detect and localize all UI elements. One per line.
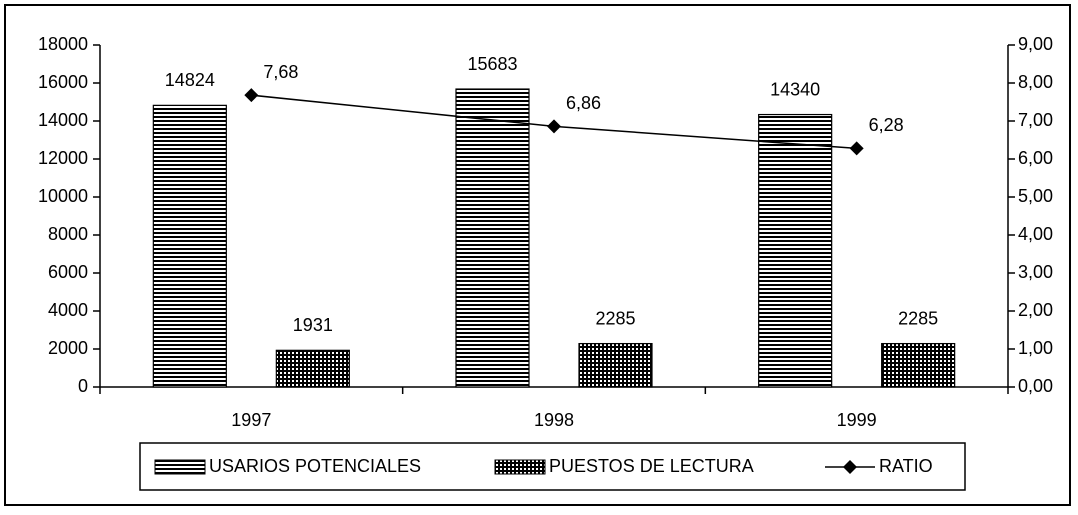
y-tick-label: 4000 (48, 300, 88, 320)
data-label: 14824 (165, 70, 215, 90)
bar (578, 342, 653, 388)
y-tick-label: 2000 (48, 338, 88, 358)
y2-tick-label: 6,00 (1018, 148, 1053, 168)
legend-label: USARIOS POTENCIALES (209, 456, 421, 476)
x-tick-label: 1997 (231, 410, 271, 430)
data-label: 15683 (467, 54, 517, 74)
data-label: 14340 (770, 79, 820, 99)
y2-tick-label: 4,00 (1018, 224, 1053, 244)
y2-tick-label: 0,00 (1018, 376, 1053, 396)
y-tick-label: 18000 (38, 34, 88, 54)
bar (275, 349, 350, 388)
legend-swatch (154, 459, 206, 475)
y-tick-label: 8000 (48, 224, 88, 244)
y2-tick-label: 5,00 (1018, 186, 1053, 206)
y2-tick-label: 7,00 (1018, 110, 1053, 130)
y-tick-label: 14000 (38, 110, 88, 130)
marker (849, 141, 864, 156)
x-tick-label: 1999 (837, 410, 877, 430)
data-label: 2285 (898, 308, 938, 328)
bar (152, 104, 227, 388)
y2-tick-label: 3,00 (1018, 262, 1053, 282)
y2-tick-label: 9,00 (1018, 34, 1053, 54)
data-label: 6,28 (869, 115, 904, 135)
y-tick-label: 0 (78, 376, 88, 396)
marker (547, 119, 561, 134)
y2-tick-label: 8,00 (1018, 72, 1053, 92)
y2-tick-label: 2,00 (1018, 300, 1053, 320)
y-tick-label: 10000 (38, 186, 88, 206)
bar (881, 342, 956, 388)
data-label: 7,68 (263, 62, 298, 82)
data-label: 6,86 (566, 93, 601, 113)
legend-label: RATIO (879, 456, 933, 476)
data-label: 2285 (595, 308, 635, 328)
y-tick-label: 12000 (38, 148, 88, 168)
bar (455, 88, 530, 388)
x-tick-label: 1998 (534, 410, 574, 430)
legend-marker (843, 460, 857, 474)
bar (758, 113, 833, 388)
legend-swatch (494, 459, 546, 475)
data-label: 1931 (293, 315, 333, 335)
marker (244, 88, 259, 103)
y2-tick-label: 1,00 (1018, 338, 1053, 358)
legend-label: PUESTOS DE LECTURA (549, 456, 754, 476)
y-tick-label: 6000 (48, 262, 88, 282)
y-tick-label: 16000 (38, 72, 88, 92)
